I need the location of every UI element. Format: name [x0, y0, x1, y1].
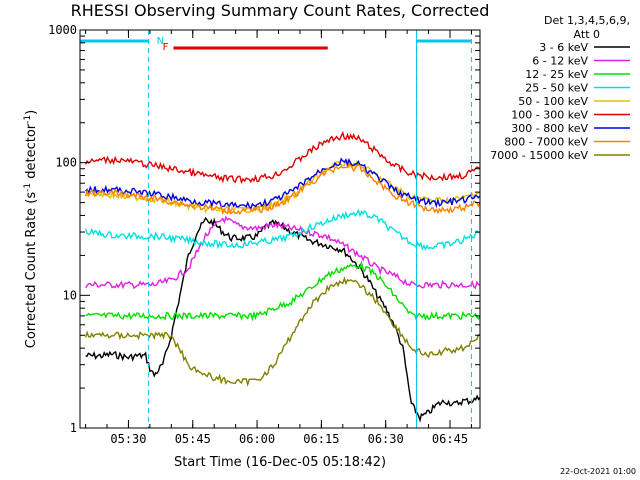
flare-marker: F [163, 42, 169, 53]
x-ticks: 05:30 05:45 06:00 06:15 06:30 06:45 [85, 30, 472, 446]
x-tick-label-1: 05:45 [175, 432, 211, 446]
legend-label-8: 7000 - 15000 keV [490, 149, 588, 162]
annotations: NF [80, 30, 472, 428]
series-line-1 [85, 215, 480, 290]
x-tick-label-0: 05:30 [110, 432, 146, 446]
legend-label-7: 800 - 7000 keV [504, 136, 588, 149]
night-marker: N [157, 36, 164, 47]
y-axis-label: Corrected Count Rate (s-1 detector-1) [23, 110, 39, 348]
series-line-7 [84, 162, 480, 216]
legend-label-0: 3 - 6 keV [539, 41, 588, 54]
footer-timestamp: 22-Oct-2021 01:00 [560, 467, 636, 476]
series-lines [84, 130, 480, 423]
series-line-4 [85, 159, 480, 215]
legend-label-1: 6 - 12 keV [532, 55, 588, 68]
legend-label-6: 300 - 800 keV [511, 122, 588, 135]
y-tick-label-1: 10 [63, 288, 77, 302]
legend-header-line2: Att 0 [574, 28, 600, 41]
x-axis-label: Start Time (16-Dec-05 05:18:42) [174, 455, 386, 470]
x-tick-label-5: 06:45 [432, 432, 468, 446]
plot-frame [79, 29, 481, 429]
legend-label-2: 12 - 25 keV [525, 68, 588, 81]
y-tick-label-2: 100 [55, 156, 77, 170]
series-line-8 [84, 276, 480, 387]
x-tick-label-4: 06:30 [368, 432, 404, 446]
series-line-5 [84, 130, 480, 185]
legend-label-5: 100 - 300 keV [511, 109, 588, 122]
y-tick-label-0: 1 [70, 421, 77, 435]
series-line-0 [85, 216, 480, 423]
legend-label-4: 50 - 100 keV [518, 95, 588, 108]
series-line-2 [85, 260, 480, 322]
legend-header-line1: Det 1,3,4,5,6,9, [544, 14, 630, 27]
y-tick-label-3: 1000 [48, 23, 77, 37]
legend-label-3: 25 - 50 keV [525, 82, 588, 95]
x-tick-label-3: 06:15 [303, 432, 339, 446]
series-line-3 [84, 208, 480, 252]
chart-title: RHESSI Observing Summary Count Rates, Co… [71, 1, 490, 20]
y-ticks: 1 10 100 1000 [48, 23, 480, 435]
x-tick-label-2: 06:00 [239, 432, 275, 446]
